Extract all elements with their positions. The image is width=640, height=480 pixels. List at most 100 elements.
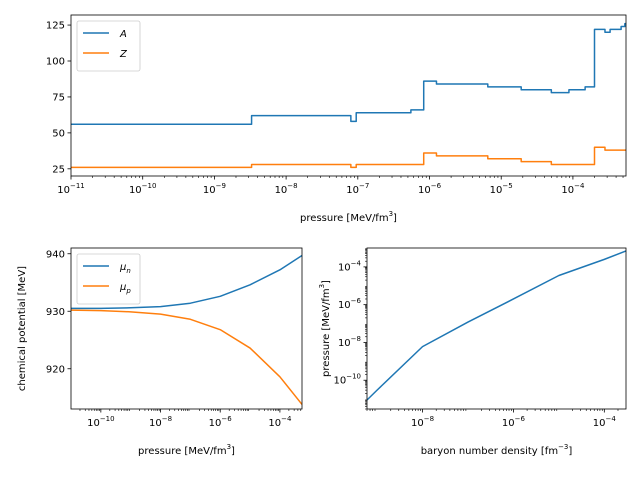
y-tick: 10−6 (338, 297, 367, 311)
x-tick: 10−5 (490, 176, 513, 196)
x-tick: 10−9 (203, 176, 226, 196)
series-line-n (71, 254, 302, 310)
tick-exponent: −6 (431, 182, 442, 190)
x-tick: 10−8 (149, 409, 172, 429)
y-tick: 10−10 (333, 373, 367, 387)
y-tick: 10−4 (338, 259, 367, 273)
x-tick: 10−6 (502, 409, 526, 429)
x-tick: 10−6 (209, 409, 233, 429)
x-tick: 10−4 (268, 409, 292, 429)
legend: AZ (76, 20, 141, 72)
tick-base: 10 (333, 376, 346, 387)
legend-label: μn (119, 262, 131, 275)
legend-label: μp (119, 282, 131, 295)
x-tick-label: 10−4 (268, 415, 292, 429)
tick-exponent: −8 (351, 335, 361, 343)
tick-base: 10 (502, 418, 515, 429)
axes-frame (70, 247, 303, 410)
y-tick-label: 25 (52, 164, 65, 175)
x-tick-label: 10−8 (411, 415, 434, 429)
x-tick-label: 10−9 (203, 182, 226, 196)
x-tick: 10−4 (593, 409, 617, 429)
tick-base: 10 (129, 185, 142, 196)
x-tick: 10−8 (275, 176, 298, 196)
top-chart-panel: 10−11 10−10 10−9 10−8 10−7 10−6 10−5 10−4255075… (46, 14, 627, 224)
tick-exponent: −7 (359, 182, 369, 190)
tick-base: 10 (149, 418, 162, 429)
tick-base: 10 (593, 418, 606, 429)
y-tick: 50 (52, 128, 71, 139)
x-tick-label: 10−4 (593, 415, 617, 429)
tick-exponent: −10 (346, 373, 361, 381)
x-axis-label: baryon number density [fm−3] (421, 443, 573, 457)
x-tick-label: 10−4 (561, 182, 585, 196)
y-tick: 75 (52, 92, 71, 103)
tick-base: 10 (338, 262, 351, 273)
tick-base: 10 (418, 185, 431, 196)
series-line-p (71, 309, 302, 405)
tick-base: 10 (268, 418, 281, 429)
x-tick: 10−4 (561, 176, 585, 196)
tick-base: 10 (275, 185, 288, 196)
x-tick: 10−7 (346, 176, 369, 196)
axes-frame (70, 14, 627, 177)
x-tick-label: 10−7 (346, 182, 369, 196)
tick-exponent: −10 (100, 415, 115, 423)
x-tick: 10−10 (87, 409, 115, 429)
y-tick-label: 125 (46, 21, 65, 32)
tick-base: 10 (411, 418, 424, 429)
x-tick-label: 10−6 (418, 182, 442, 196)
y-tick-label: 75 (52, 92, 65, 103)
x-tick-label: 10−8 (149, 415, 172, 429)
tick-exponent: −11 (70, 182, 85, 190)
legend-label: A (119, 29, 127, 40)
tick-exponent: −6 (221, 415, 232, 423)
x-tick-label: 10−10 (87, 415, 115, 429)
tick-exponent: −4 (574, 182, 585, 190)
tick-exponent: −8 (424, 415, 434, 423)
tick-base: 10 (346, 185, 359, 196)
tick-exponent: −8 (287, 182, 297, 190)
legend-box (76, 253, 141, 305)
y-tick-label: 10−4 (338, 259, 362, 273)
tick-exponent: −9 (216, 182, 226, 190)
legend: μn μp (76, 253, 141, 305)
tick-base: 10 (209, 418, 222, 429)
y-tick-label: 930 (46, 307, 65, 318)
legend-box (76, 20, 141, 72)
y-axis-label: pressure [MeV/fm3] (318, 280, 332, 377)
x-tick-label: 10−6 (209, 415, 233, 429)
tick-exponent: −10 (142, 182, 157, 190)
axes-frame (366, 247, 627, 410)
y-tick: 920 (46, 364, 71, 375)
y-tick-label: 10−8 (338, 335, 361, 349)
y-axis-label: chemical potential [MeV] (17, 266, 28, 391)
tick-exponent: −4 (281, 415, 292, 423)
x-tick-label: 10−8 (275, 182, 298, 196)
x-tick: 10−6 (418, 176, 442, 196)
y-tick-label: 920 (46, 364, 65, 375)
legend-label: Z (119, 49, 128, 60)
y-tick: 125 (46, 21, 71, 32)
y-tick: 10−8 (338, 335, 367, 349)
tick-base: 10 (338, 300, 351, 311)
series-line-z (71, 146, 626, 169)
tick-exponent: −8 (162, 415, 172, 423)
x-tick: 10−11 (57, 176, 85, 196)
tick-base: 10 (203, 185, 216, 196)
y-tick-label: 50 (52, 128, 65, 139)
tick-exponent: −4 (606, 415, 617, 423)
tick-exponent: −4 (351, 259, 362, 267)
series-line-a (71, 22, 626, 125)
x-tick-label: 10−6 (502, 415, 526, 429)
tick-base: 10 (57, 185, 70, 196)
tick-exponent: −6 (351, 297, 362, 305)
y-tick-label: 100 (46, 57, 65, 68)
tick-base: 10 (338, 338, 351, 349)
tick-base: 10 (561, 185, 574, 196)
x-axis-label: pressure [MeV/fm3] (138, 443, 235, 457)
series-line-curve (367, 250, 626, 401)
